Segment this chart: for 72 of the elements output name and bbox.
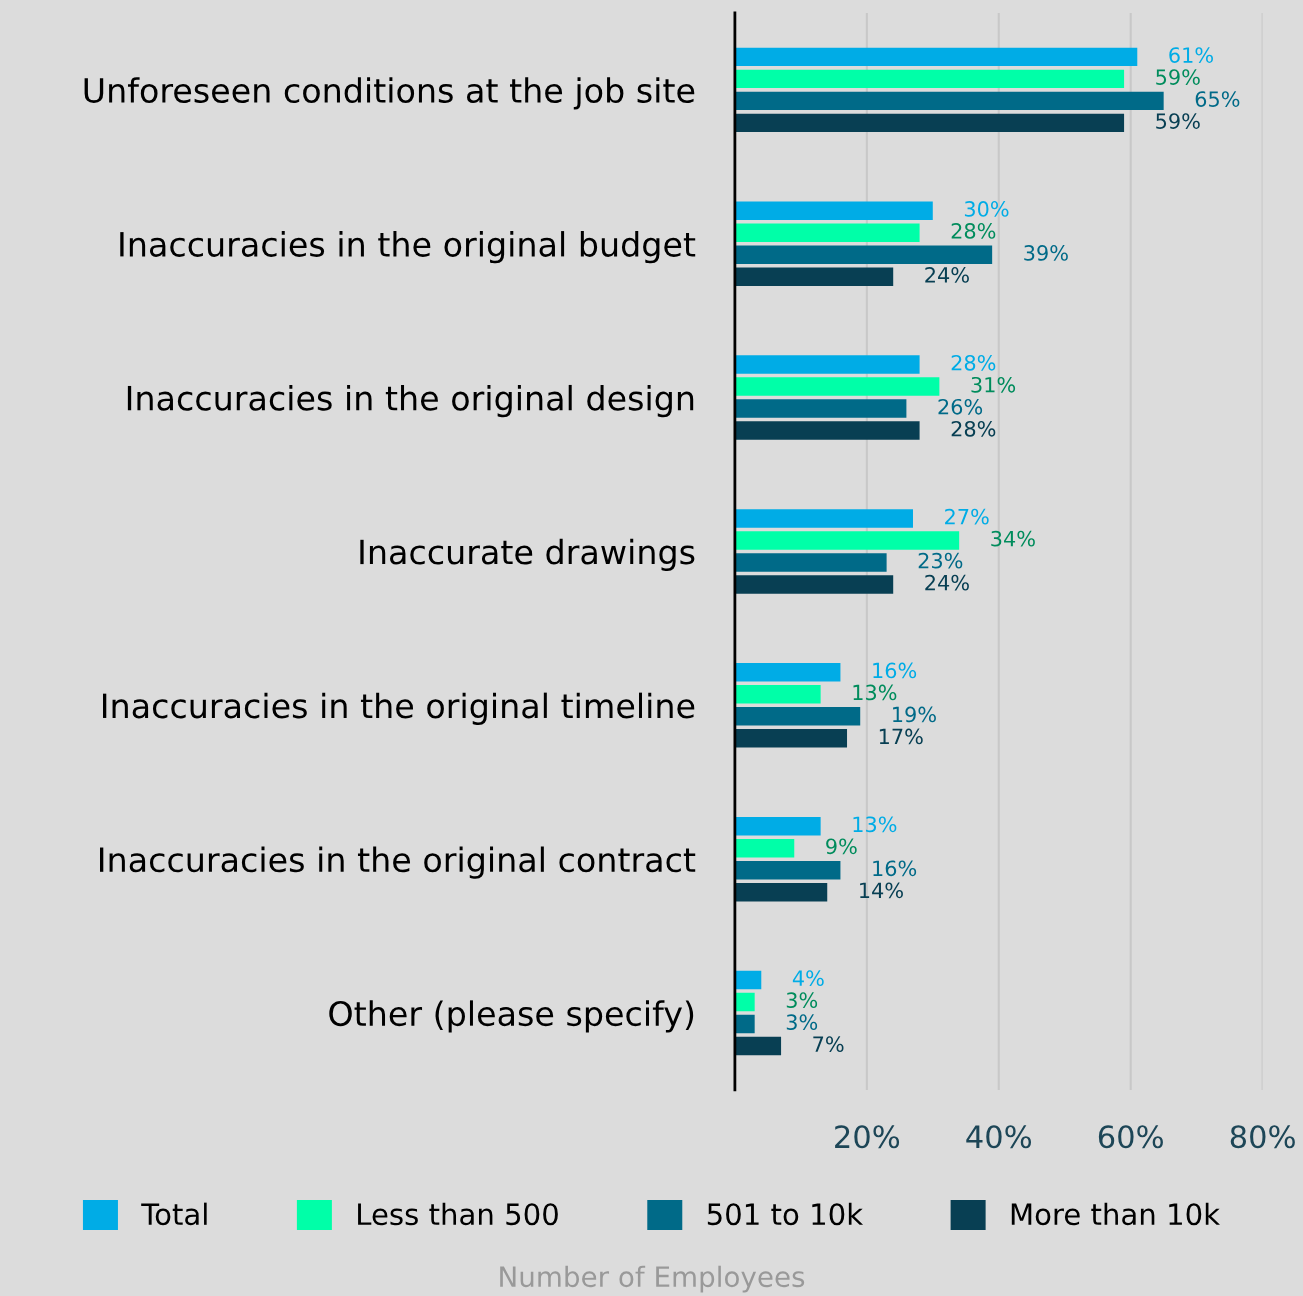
bar bbox=[734, 992, 755, 1012]
bar bbox=[734, 1036, 782, 1056]
y-tick-label: Inaccuracies in the original budget bbox=[120, 231, 696, 264]
bar bbox=[734, 663, 841, 682]
bar bbox=[734, 399, 907, 418]
data-label: 65% bbox=[1195, 91, 1240, 107]
x-tick-label: 20% bbox=[835, 1125, 900, 1149]
data-label: 30% bbox=[964, 201, 1009, 217]
data-label: 9% bbox=[826, 838, 857, 855]
legend-label: Less than 500 bbox=[358, 1202, 558, 1226]
legend-label: More than 10k bbox=[1011, 1202, 1220, 1226]
x-tick-label: 80% bbox=[1230, 1125, 1295, 1149]
y-tick-label: Other (please specify) bbox=[329, 1000, 694, 1033]
x-tick-label: 60% bbox=[1098, 1125, 1163, 1149]
data-label: 16% bbox=[873, 662, 917, 679]
bar bbox=[734, 685, 821, 704]
legend-title: Number of Employees bbox=[500, 1265, 805, 1293]
y-tick-label: Inaccurate drawings bbox=[360, 538, 695, 572]
data-label: 4% bbox=[792, 970, 824, 987]
data-label: 13% bbox=[853, 684, 897, 701]
bar bbox=[734, 860, 841, 880]
data-label: 34% bbox=[991, 530, 1035, 547]
bar bbox=[734, 1014, 755, 1034]
data-label: 24% bbox=[925, 267, 969, 283]
bar bbox=[734, 47, 1138, 67]
y-tick-label: Inaccuracies in the original contract bbox=[100, 846, 696, 879]
data-label: 26% bbox=[938, 398, 983, 415]
data-label: 23% bbox=[918, 552, 963, 569]
data-label: 3% bbox=[786, 992, 818, 1009]
legend-label: Total bbox=[141, 1202, 207, 1226]
data-label: 19% bbox=[893, 706, 936, 723]
data-label: 28% bbox=[951, 223, 996, 239]
data-label: 14% bbox=[860, 882, 903, 899]
data-label: 28% bbox=[951, 354, 996, 371]
bar bbox=[734, 575, 894, 594]
data-label: 3% bbox=[786, 1014, 818, 1031]
data-label: 61% bbox=[1169, 47, 1213, 63]
bar bbox=[734, 882, 828, 902]
bar bbox=[734, 970, 762, 990]
bar bbox=[734, 553, 887, 572]
y-tick-label: Inaccuracies in the original design bbox=[127, 384, 694, 418]
bar bbox=[734, 267, 894, 286]
bar bbox=[734, 113, 1125, 133]
data-label: 28% bbox=[951, 420, 996, 437]
data-label: 59% bbox=[1156, 69, 1200, 85]
data-label: 59% bbox=[1156, 113, 1200, 129]
bar bbox=[734, 729, 848, 748]
bar bbox=[734, 245, 993, 264]
bar bbox=[734, 377, 940, 396]
data-label: 27% bbox=[945, 508, 989, 525]
y-tick-label: Inaccuracies in the original timeline bbox=[102, 692, 695, 725]
data-label: 39% bbox=[1024, 245, 1068, 261]
bar bbox=[734, 91, 1164, 111]
data-label: 17% bbox=[879, 728, 923, 745]
y-tick-label: Unforeseen conditions at the job site bbox=[84, 77, 695, 110]
data-label: 13% bbox=[853, 816, 897, 833]
legend-label: 501 to 10k bbox=[707, 1202, 864, 1226]
bar bbox=[734, 355, 920, 374]
data-label: 24% bbox=[925, 574, 969, 591]
bar bbox=[734, 201, 933, 220]
bar bbox=[734, 816, 821, 836]
bar bbox=[734, 707, 861, 726]
x-tick-label: 40% bbox=[966, 1125, 1032, 1149]
bar bbox=[734, 69, 1125, 89]
data-label: 31% bbox=[971, 376, 1016, 393]
bar bbox=[734, 421, 920, 440]
bar bbox=[734, 838, 795, 858]
data-label: 16% bbox=[873, 860, 917, 877]
bar bbox=[734, 509, 913, 528]
data-label: 7% bbox=[813, 1036, 844, 1053]
bar bbox=[734, 223, 920, 242]
bar bbox=[734, 531, 960, 550]
